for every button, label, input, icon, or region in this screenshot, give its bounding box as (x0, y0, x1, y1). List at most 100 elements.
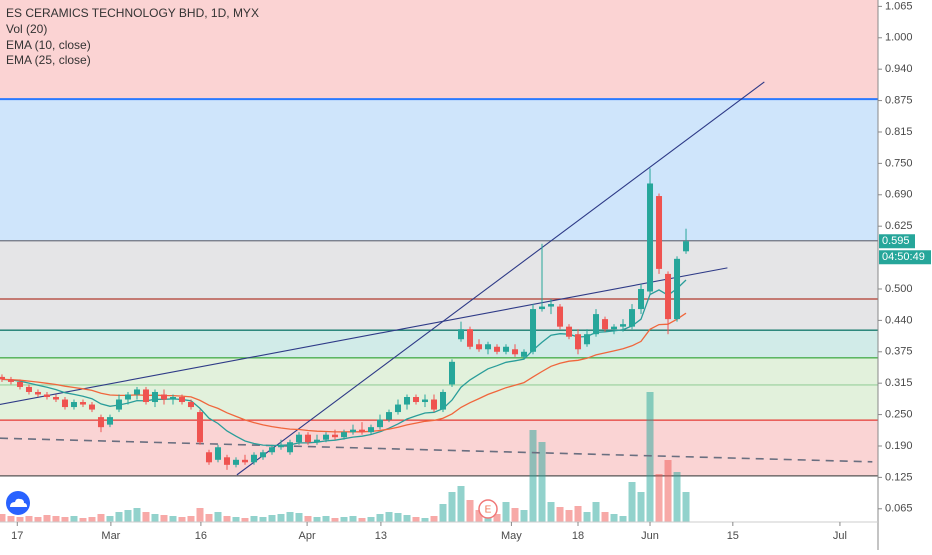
volume-bar (25, 516, 33, 522)
logo-cloud (10, 498, 27, 507)
candle-body (268, 447, 275, 453)
candle-body (593, 314, 600, 335)
volume-bar (223, 516, 231, 522)
volume-bar (565, 510, 573, 522)
volume-bar (529, 430, 537, 522)
candle-body (404, 397, 411, 405)
axes: 1.065 1.000 0.940 0.875 0.815 0.750 0.690 0.625… (11, 0, 931, 542)
trendline (0, 437, 873, 463)
candle-body (313, 439, 320, 443)
candle-body (7, 379, 14, 382)
candle-body (584, 334, 591, 345)
volume-bar (259, 517, 267, 522)
volume-bar (601, 512, 609, 522)
candle-body (476, 344, 483, 350)
last-price-box (879, 234, 915, 249)
candles (0, 168, 690, 470)
y-tick-label: 0.500 (885, 283, 913, 295)
zone (0, 330, 878, 358)
candle-body (169, 397, 176, 400)
volume-bar (322, 516, 330, 522)
volume-pane (0, 392, 690, 522)
volume-bar (664, 460, 672, 522)
candle-body (61, 399, 68, 408)
volume-bar (151, 514, 159, 522)
candle-body (530, 309, 537, 352)
volume-bar (439, 504, 447, 522)
x-tick-label: Mar (101, 530, 120, 542)
volume-bar (673, 472, 681, 522)
x-tick-label: 13 (375, 530, 387, 542)
candle-body (205, 452, 212, 463)
volume-bar (493, 514, 501, 522)
candle-body (485, 344, 492, 350)
y-tick-label: 0.690 (885, 189, 913, 201)
candle-body (295, 434, 302, 443)
volume-bar (250, 516, 258, 522)
candle-body (322, 434, 329, 440)
volume-bar (0, 514, 6, 522)
volume-bar (619, 516, 627, 522)
candle-body (665, 273, 672, 320)
candle-body (340, 432, 347, 438)
candle-body (386, 412, 393, 420)
volume-bar (592, 502, 600, 522)
volume-bar (178, 517, 186, 522)
volume-bar (43, 515, 51, 522)
volume-bar (448, 492, 456, 522)
candle-body (25, 386, 32, 392)
time-axis (0, 522, 878, 550)
volume-bar (205, 514, 213, 522)
candle-body (331, 434, 338, 438)
chart-title: ES CERAMICS TECHNOLOGY BHD, 1D, MYX (6, 6, 259, 20)
y-tick-label: 0.250 (885, 408, 913, 420)
volume-bar (637, 492, 645, 522)
volume-bar (142, 512, 150, 522)
candle-body (106, 417, 113, 425)
candle-body (431, 399, 438, 410)
volume-bar (115, 512, 123, 522)
volume-bar (34, 517, 42, 522)
candle-body (250, 454, 257, 463)
candle-body (232, 459, 239, 465)
candle-body (521, 351, 528, 357)
candle-body (196, 412, 203, 443)
indicator-label: Vol (20) (6, 22, 47, 36)
volume-bar (304, 516, 312, 522)
volume-bar (358, 518, 366, 522)
volume-bar (574, 506, 582, 522)
volume-bar (538, 442, 546, 522)
candle-body (178, 397, 185, 403)
volume-bar (196, 508, 204, 522)
y-tick-label: 0.125 (885, 471, 913, 483)
candle-body (674, 258, 681, 320)
y-tick-label: 0.190 (885, 440, 913, 452)
volume-bar (385, 512, 393, 522)
y-tick-label: 0.065 (885, 503, 913, 515)
candle-body (440, 391, 447, 410)
volume-bar (124, 510, 132, 522)
candle-body (79, 402, 86, 405)
candle-body (214, 447, 221, 460)
candle-body (512, 349, 519, 355)
indicator-label: EMA (25, close) (6, 53, 91, 67)
candle-body (602, 319, 609, 330)
logo[interactable] (6, 491, 30, 515)
candle-body (494, 346, 501, 352)
volume-bar (277, 514, 285, 522)
candle-body (467, 329, 474, 347)
volume-bar (169, 516, 177, 522)
candle-body (133, 389, 140, 395)
volume-bar (88, 517, 96, 522)
volume-bar (241, 518, 249, 522)
y-tick-label: 0.315 (885, 377, 913, 389)
candle-body (97, 417, 104, 428)
x-tick-label: 15 (727, 530, 739, 542)
volume-bar (16, 517, 24, 522)
zone (0, 357, 878, 385)
volume-bar (367, 517, 375, 522)
volume-bar (466, 500, 474, 522)
y-tick-label: 0.815 (885, 126, 913, 138)
candle-body (683, 241, 690, 252)
